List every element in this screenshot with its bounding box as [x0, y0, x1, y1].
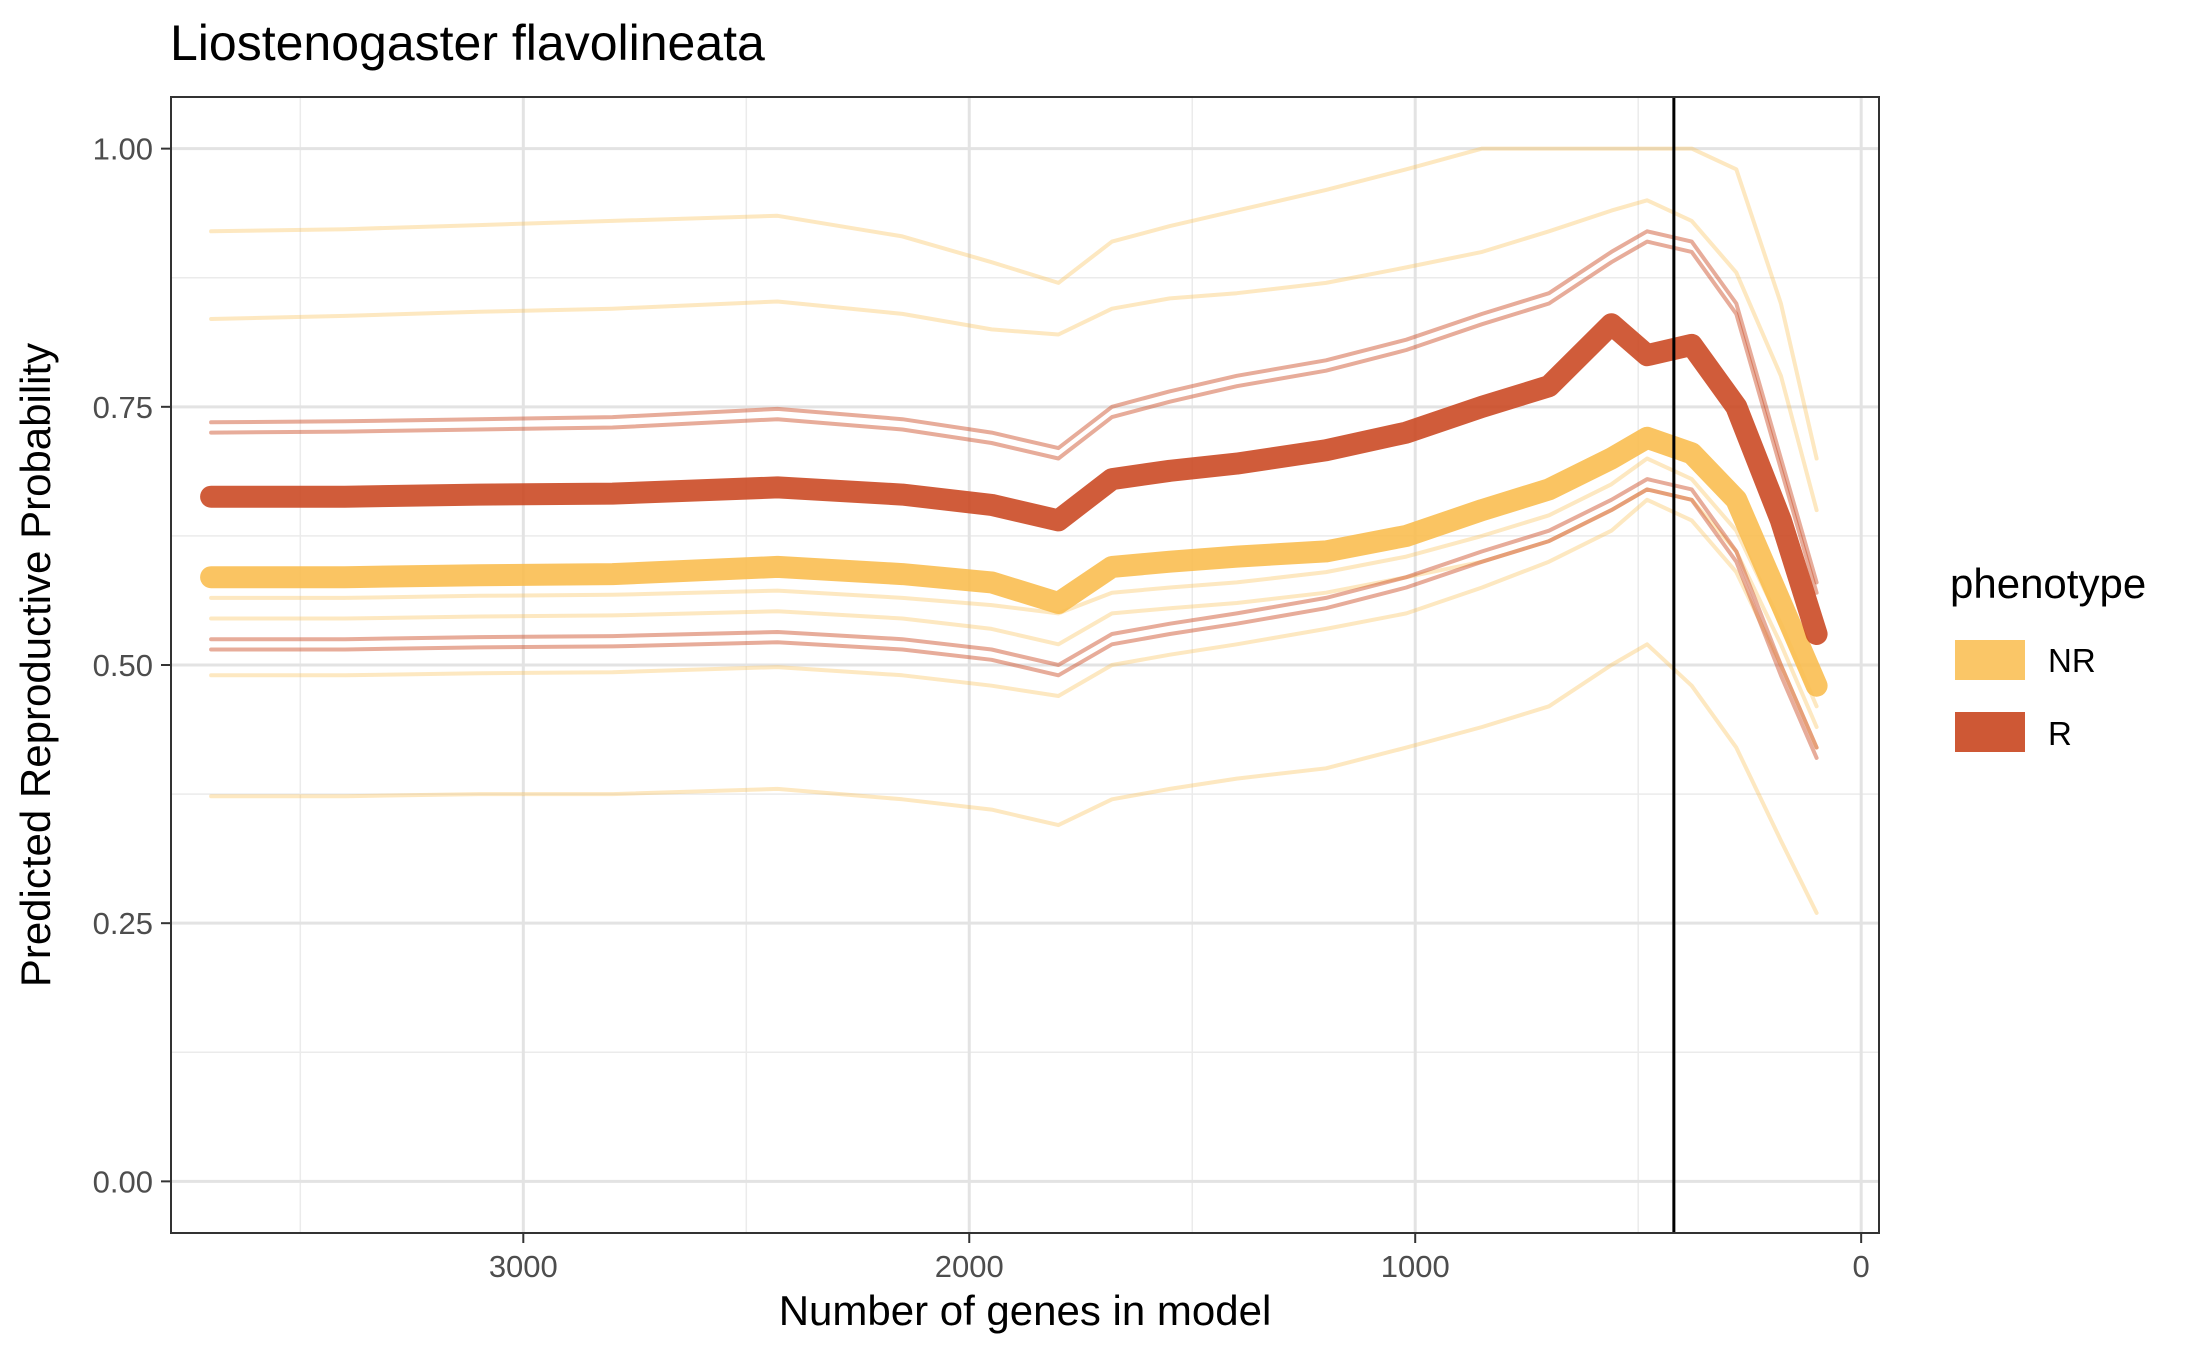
y-axis: 0.00 0.25 0.50 0.75 1.00: [93, 132, 171, 1200]
legend-title: phenotype: [1950, 560, 2146, 607]
legend: phenotype NR R: [1950, 560, 2146, 752]
x-tick-label: 1000: [1381, 1249, 1450, 1284]
plot-area: [171, 97, 1879, 1233]
legend-key-nr: [1955, 640, 2025, 680]
chart-title: Liostenogaster flavolineata: [170, 15, 765, 71]
y-tick-label: 0.75: [93, 390, 153, 425]
y-tick-label: 0.00: [93, 1164, 153, 1199]
y-axis-title: Predicted Reproductive Probability: [12, 343, 59, 987]
x-tick-label: 0: [1853, 1249, 1870, 1284]
x-axis: 3000 2000 1000 0: [489, 1233, 1870, 1284]
y-tick-label: 1.00: [93, 132, 153, 167]
legend-label-nr: NR: [2048, 642, 2096, 679]
legend-key-r: [1955, 712, 2025, 752]
legend-label-r: R: [2048, 715, 2072, 752]
y-tick-label: 0.50: [93, 648, 153, 683]
y-tick-label: 0.25: [93, 906, 153, 941]
x-axis-title: Number of genes in model: [779, 1287, 1272, 1334]
x-tick-label: 3000: [489, 1249, 558, 1284]
x-tick-label: 2000: [935, 1249, 1004, 1284]
